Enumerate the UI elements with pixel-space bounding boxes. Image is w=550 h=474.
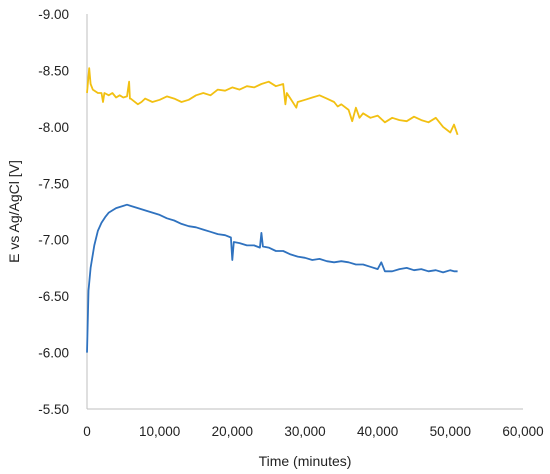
x-tick-label: 30,000	[284, 424, 325, 439]
y-tick-label: -9.00	[38, 7, 69, 22]
series-lines	[86, 67, 459, 353]
x-tick-label: 50,000	[430, 424, 471, 439]
x-tick-label: 10,000	[139, 424, 180, 439]
chart-axes	[86, 14, 523, 410]
y-tick-label: -8.50	[38, 63, 69, 78]
y-axis-label: E vs Ag/AgCl [V]	[6, 160, 22, 263]
x-axis-label: Time (minutes)	[259, 453, 352, 469]
y-tick-label: -6.00	[38, 346, 69, 361]
y-tick-label: -8.00	[38, 120, 69, 135]
x-tick-label: 60,000	[502, 424, 543, 439]
x-tick-label: 20,000	[212, 424, 253, 439]
y-tick-label: -7.50	[38, 176, 69, 191]
y-tick-label: -7.00	[38, 233, 69, 248]
tick-labels: -9.00 -8.50 -8.00 -7.50 -7.00 -6.50 -6.00 -5.50…	[38, 7, 543, 439]
series-line-2	[86, 203, 458, 353]
y-tick-label: -5.50	[38, 402, 69, 417]
series-line-1	[86, 67, 459, 136]
x-tick-label: 40,000	[357, 424, 398, 439]
x-tick-label: 0	[83, 424, 91, 439]
y-tick-label: -6.50	[38, 289, 69, 304]
